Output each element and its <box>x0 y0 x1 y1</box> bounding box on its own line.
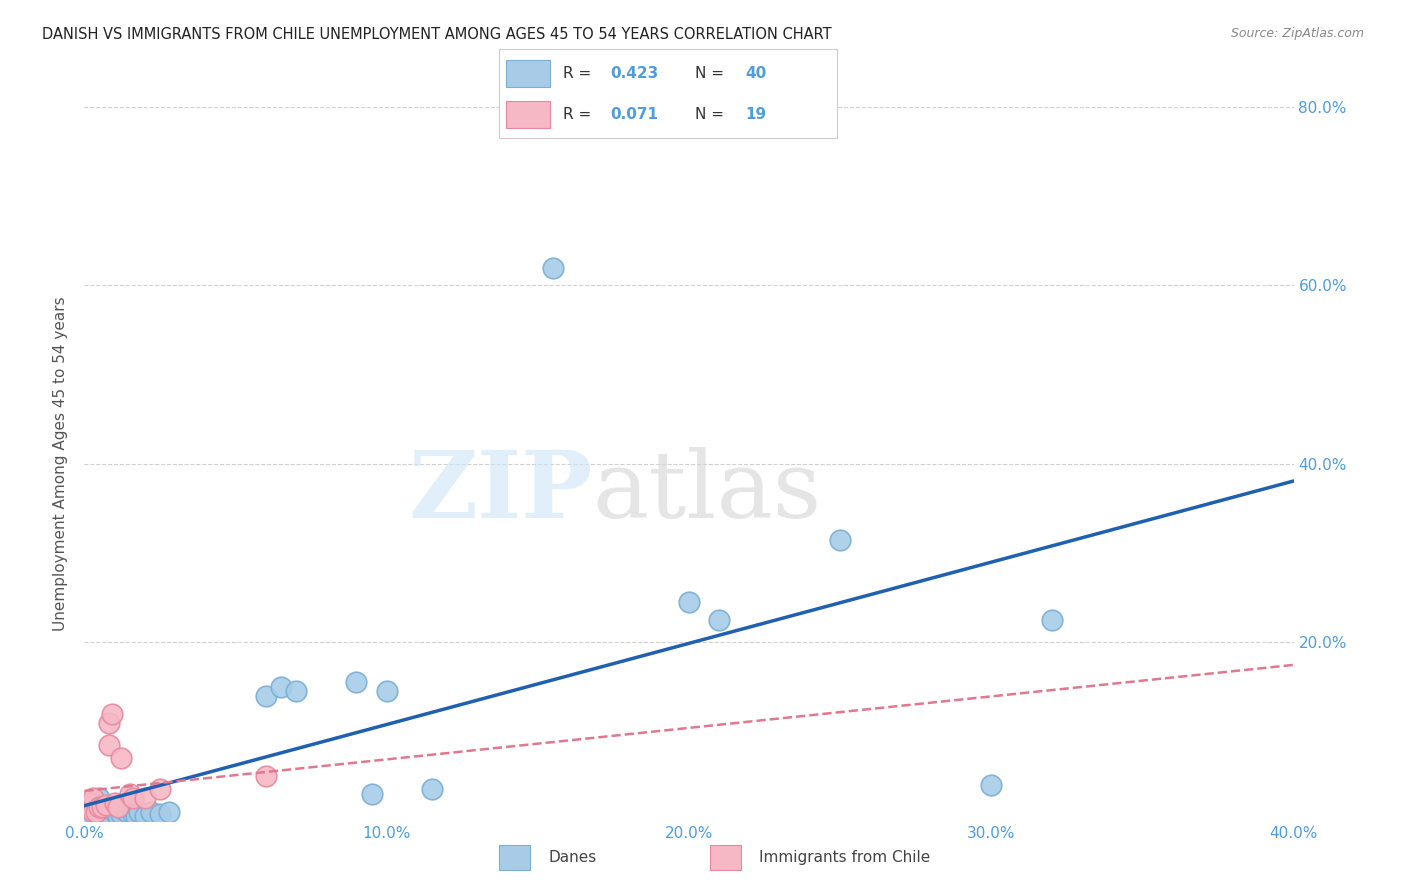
Point <box>82 791 104 805</box>
FancyBboxPatch shape <box>506 101 550 128</box>
Point <box>134 791 156 805</box>
Text: Source: ZipAtlas.com: Source: ZipAtlas.com <box>1230 27 1364 40</box>
Text: R =: R = <box>564 107 592 121</box>
Point <box>91 800 114 814</box>
Point <box>79 796 101 810</box>
Text: 19: 19 <box>745 107 766 121</box>
Point <box>110 751 132 765</box>
Point <box>94 805 117 819</box>
Point <box>830 533 852 547</box>
Point <box>82 805 104 819</box>
Point <box>115 805 138 819</box>
Point <box>134 809 156 823</box>
Text: 40: 40 <box>745 66 766 80</box>
Point <box>254 689 277 703</box>
Text: atlas: atlas <box>592 448 821 537</box>
FancyBboxPatch shape <box>499 846 530 871</box>
Text: Immigrants from Chile: Immigrants from Chile <box>759 850 931 865</box>
Point <box>86 806 108 821</box>
Point <box>107 800 129 814</box>
Point <box>360 787 382 801</box>
Point <box>86 805 108 819</box>
Point <box>94 797 117 812</box>
Point <box>97 715 120 730</box>
FancyBboxPatch shape <box>506 60 550 87</box>
Point <box>89 803 111 817</box>
Point <box>91 800 114 814</box>
Point <box>157 805 180 819</box>
Point <box>89 800 111 814</box>
Text: R =: R = <box>564 66 592 80</box>
Point <box>125 809 148 823</box>
Text: Danes: Danes <box>548 850 596 865</box>
Text: N =: N = <box>695 66 724 80</box>
Point <box>104 805 127 819</box>
Point <box>110 806 132 821</box>
Point <box>100 800 122 814</box>
Point <box>1040 613 1063 627</box>
Point <box>91 808 114 822</box>
Point <box>118 787 141 801</box>
Text: 0.071: 0.071 <box>610 107 658 121</box>
Point <box>149 782 172 797</box>
Point <box>139 805 162 819</box>
Point <box>709 613 731 627</box>
Point <box>346 675 368 690</box>
Point <box>79 800 101 814</box>
Text: ZIP: ZIP <box>408 448 592 537</box>
Y-axis label: Unemployment Among Ages 45 to 54 years: Unemployment Among Ages 45 to 54 years <box>53 296 69 632</box>
Text: N =: N = <box>695 107 724 121</box>
Point <box>107 809 129 823</box>
Point <box>76 806 98 821</box>
Point <box>121 791 143 805</box>
Point <box>128 805 150 819</box>
Point <box>375 684 398 698</box>
Point <box>254 769 277 783</box>
Point <box>97 806 120 821</box>
Point <box>76 800 98 814</box>
Point <box>121 806 143 821</box>
Point <box>270 680 292 694</box>
Point <box>82 805 104 819</box>
Text: 0.423: 0.423 <box>610 66 659 80</box>
Point <box>980 778 1002 792</box>
Point <box>112 803 135 817</box>
Point <box>97 738 120 752</box>
Point <box>86 797 108 812</box>
Point <box>678 595 700 609</box>
Point <box>79 796 101 810</box>
Point <box>149 806 172 821</box>
Point <box>82 794 104 808</box>
Point <box>285 684 308 698</box>
Point <box>118 800 141 814</box>
Text: DANISH VS IMMIGRANTS FROM CHILE UNEMPLOYMENT AMONG AGES 45 TO 54 YEARS CORRELATI: DANISH VS IMMIGRANTS FROM CHILE UNEMPLOY… <box>42 27 832 42</box>
Point <box>104 796 127 810</box>
Point <box>89 791 111 805</box>
Point <box>100 706 122 721</box>
Point <box>541 260 564 275</box>
Point <box>420 782 443 797</box>
FancyBboxPatch shape <box>710 846 741 871</box>
